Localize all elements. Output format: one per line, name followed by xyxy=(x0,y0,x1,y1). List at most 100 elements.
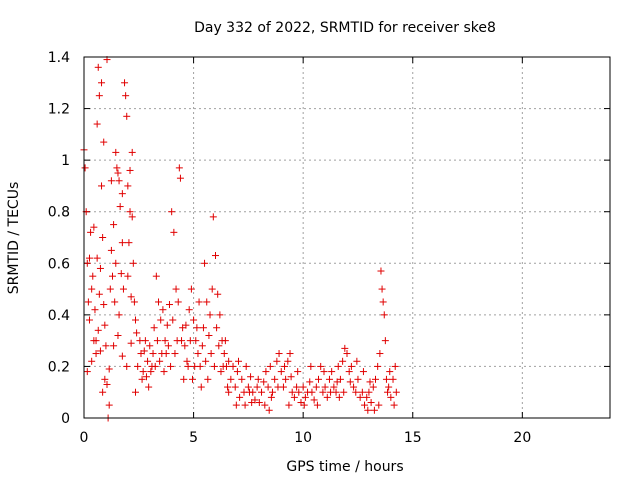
data-point xyxy=(105,365,113,373)
data-point xyxy=(142,373,150,381)
y-tick-label: 1.4 xyxy=(48,50,70,66)
data-point xyxy=(99,388,107,396)
data-point xyxy=(359,368,367,376)
data-point xyxy=(124,182,132,190)
data-point xyxy=(264,383,272,391)
data-point xyxy=(253,383,261,391)
data-point xyxy=(387,393,395,401)
data-point xyxy=(213,324,221,332)
data-point xyxy=(127,293,135,301)
data-point xyxy=(156,357,164,365)
data-point xyxy=(147,368,155,376)
data-point xyxy=(358,388,366,396)
data-point xyxy=(101,321,109,329)
data-point xyxy=(274,383,282,391)
data-point xyxy=(157,316,165,324)
data-point xyxy=(145,383,153,391)
data-point xyxy=(174,298,182,306)
data-point xyxy=(161,337,169,345)
data-point xyxy=(330,383,338,391)
data-point xyxy=(197,383,205,391)
data-point xyxy=(112,148,120,156)
data-point xyxy=(301,393,309,401)
data-point xyxy=(277,368,285,376)
data-point xyxy=(182,321,190,329)
data-point xyxy=(308,388,316,396)
data-point xyxy=(220,350,228,358)
data-point xyxy=(258,388,266,396)
data-point xyxy=(117,270,125,278)
data-point xyxy=(347,362,355,370)
data-point xyxy=(254,375,262,383)
data-point xyxy=(317,362,325,370)
data-point xyxy=(81,164,89,172)
data-point xyxy=(180,375,188,383)
data-point xyxy=(286,350,294,358)
data-points xyxy=(80,56,400,422)
data-point xyxy=(146,342,154,350)
data-point xyxy=(378,285,386,293)
x-tick-label: 15 xyxy=(404,430,422,446)
data-point xyxy=(391,362,399,370)
data-point xyxy=(235,357,243,365)
data-point xyxy=(262,368,270,376)
data-point xyxy=(363,393,371,401)
data-point xyxy=(231,383,239,391)
y-axis-label: SRMTID / TECUs xyxy=(6,182,22,295)
data-point xyxy=(129,259,137,267)
data-point xyxy=(119,285,127,293)
data-point xyxy=(164,342,172,350)
data-point xyxy=(191,362,199,370)
data-point xyxy=(134,362,142,370)
data-point xyxy=(171,350,179,358)
x-axis-label: GPS time / hours xyxy=(286,459,403,475)
data-point xyxy=(346,378,354,386)
data-point xyxy=(123,362,131,370)
data-point xyxy=(328,368,336,376)
x-tick-label: 5 xyxy=(189,430,198,446)
data-point xyxy=(341,344,349,352)
data-point xyxy=(325,375,333,383)
data-point xyxy=(224,383,232,391)
data-point xyxy=(255,399,263,407)
data-point xyxy=(113,164,121,172)
data-point xyxy=(169,316,177,324)
data-point xyxy=(392,388,400,396)
data-point xyxy=(100,138,108,146)
data-point xyxy=(85,316,93,324)
data-point xyxy=(374,362,382,370)
data-point xyxy=(227,375,235,383)
data-point xyxy=(133,329,141,337)
data-point xyxy=(381,337,389,345)
data-point xyxy=(186,337,194,345)
data-point xyxy=(199,324,207,332)
data-point xyxy=(175,164,183,172)
data-point xyxy=(114,169,122,177)
y-tick-label: 0 xyxy=(61,411,70,427)
y-tick-label: 0.6 xyxy=(48,256,70,272)
data-point xyxy=(91,306,99,314)
data-point xyxy=(385,383,393,391)
data-point xyxy=(170,228,178,236)
data-point xyxy=(365,388,373,396)
y-tick-label: 1 xyxy=(61,153,70,169)
data-point xyxy=(232,401,240,409)
data-point xyxy=(144,357,152,365)
data-point xyxy=(167,362,175,370)
data-point xyxy=(93,120,101,128)
data-point xyxy=(229,362,237,370)
data-point xyxy=(110,221,118,229)
data-point xyxy=(244,383,252,391)
data-point xyxy=(340,388,348,396)
data-point xyxy=(299,383,307,391)
data-point xyxy=(275,350,283,358)
data-point xyxy=(281,362,289,370)
x-tick-label: 0 xyxy=(80,430,89,446)
data-point xyxy=(353,357,361,365)
data-point xyxy=(241,401,249,409)
y-tick-label: 0.8 xyxy=(48,205,70,221)
data-point xyxy=(370,406,378,414)
data-point xyxy=(100,301,108,309)
data-point xyxy=(151,362,159,370)
